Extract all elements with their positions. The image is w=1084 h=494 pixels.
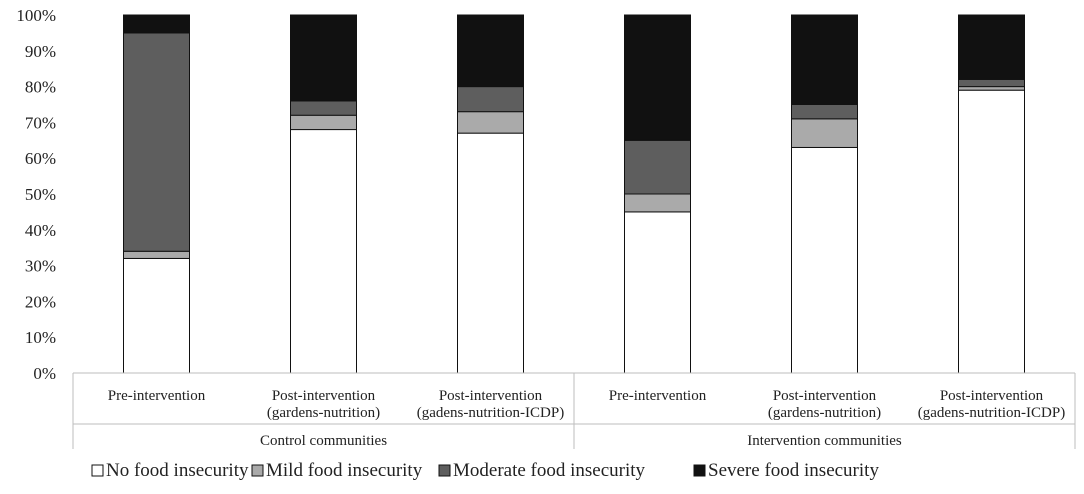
- legend-swatch: [438, 464, 451, 477]
- bar-segment-no-food-insecurity: [290, 129, 357, 374]
- bar-segment-severe-food-insecurity: [123, 14, 190, 34]
- y-tick-label: 90%: [25, 42, 56, 61]
- legend-swatch: [91, 464, 104, 477]
- bar-segment-mild-food-insecurity: [290, 114, 357, 131]
- legend-label: Mild food insecurity: [266, 460, 423, 481]
- bar-segment-moderate-food-insecurity: [290, 100, 357, 116]
- bar-segment-no-food-insecurity: [958, 89, 1025, 374]
- category-label: Post-intervention: [439, 388, 543, 404]
- bar-segment-no-food-insecurity: [791, 146, 858, 374]
- y-tick-label: 20%: [25, 292, 56, 311]
- y-tick-label: 60%: [25, 149, 56, 168]
- bar-segment-severe-food-insecurity: [624, 14, 691, 141]
- category-label: Post-intervention: [773, 388, 877, 404]
- bar-segment-mild-food-insecurity: [123, 250, 190, 259]
- bar-segment-moderate-food-insecurity: [123, 32, 190, 252]
- legend: No food insecurity Mild food insecurity Mo…: [91, 460, 879, 481]
- legend-swatch: [251, 464, 264, 477]
- category-label: Post-intervention: [940, 388, 1044, 404]
- bar-segment-moderate-food-insecurity: [457, 86, 524, 113]
- bar-segment-severe-food-insecurity: [958, 14, 1025, 80]
- y-tick-label: 50%: [25, 185, 56, 204]
- y-tick-label: 0%: [33, 364, 56, 383]
- bar-segment-moderate-food-insecurity: [624, 139, 691, 195]
- group-label: Control communities: [260, 433, 387, 449]
- bar-segment-severe-food-insecurity: [457, 14, 524, 88]
- bar-segment-no-food-insecurity: [624, 211, 691, 374]
- category-label: Pre-intervention: [108, 388, 206, 404]
- bar-segment-severe-food-insecurity: [290, 14, 357, 102]
- category-label: (gardens-nutrition): [267, 405, 380, 421]
- axes: [72, 372, 1076, 449]
- bar-segment-severe-food-insecurity: [791, 14, 858, 105]
- y-tick-label: 100%: [16, 6, 56, 25]
- bar-segment-mild-food-insecurity: [791, 118, 858, 148]
- bar-segment-moderate-food-insecurity: [958, 78, 1025, 88]
- legend-swatch: [693, 464, 706, 477]
- bar-segment-mild-food-insecurity: [624, 193, 691, 213]
- category-label: (gadens-nutrition-ICDP): [417, 405, 564, 421]
- y-axis-tick-labels: 0% 10% 20% 30% 40% 50% 60% 70% 80% 90% 100%: [16, 6, 56, 383]
- category-label: (gardens-nutrition): [768, 405, 881, 421]
- bar-segment-mild-food-insecurity: [457, 111, 524, 134]
- category-label: Pre-intervention: [609, 388, 707, 404]
- bar-segment-no-food-insecurity: [123, 257, 190, 374]
- y-tick-label: 70%: [25, 113, 56, 132]
- y-tick-label: 10%: [25, 328, 56, 347]
- legend-label: Moderate food insecurity: [453, 460, 646, 481]
- y-tick-label: 80%: [25, 78, 56, 97]
- legend-label: No food insecurity: [106, 460, 249, 481]
- bar-segment-mild-food-insecurity: [958, 86, 1025, 91]
- bar-segment-moderate-food-insecurity: [791, 104, 858, 120]
- category-label: Post-intervention: [272, 388, 376, 404]
- legend-label: Severe food insecurity: [708, 460, 879, 481]
- group-label: Intervention communities: [747, 433, 902, 449]
- category-labels: Pre-intervention Post-intervention(garden…: [108, 388, 1065, 449]
- y-tick-label: 40%: [25, 221, 56, 240]
- y-tick-label: 30%: [25, 257, 56, 276]
- bar-segment-no-food-insecurity: [457, 132, 524, 374]
- category-label: (gadens-nutrition-ICDP): [918, 405, 1065, 421]
- bars: [123, 14, 1025, 374]
